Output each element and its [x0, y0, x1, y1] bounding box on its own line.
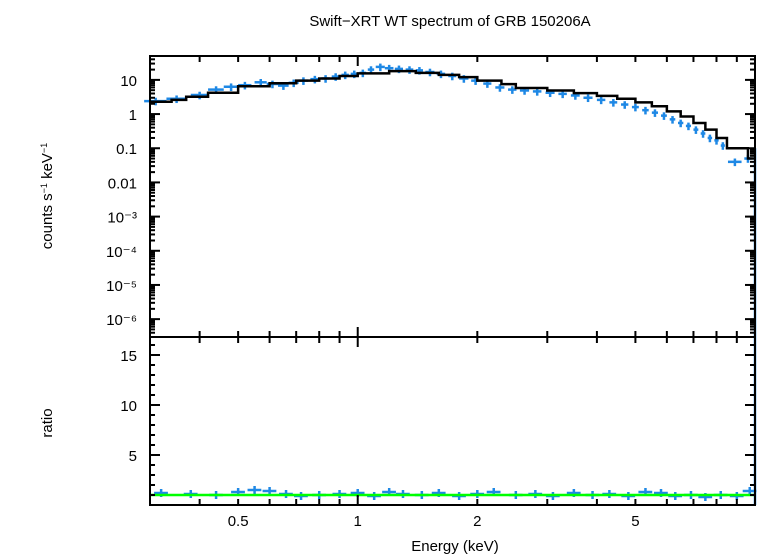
data-point: [661, 112, 667, 120]
data-point: [678, 119, 684, 128]
data-point: [669, 116, 676, 124]
y-tick-label: 10: [120, 73, 137, 90]
ratio-panel: [150, 148, 757, 505]
data-point: [720, 142, 725, 150]
data-point: [621, 101, 629, 109]
data-point: [642, 106, 649, 115]
y-tick-label: 10⁻³: [107, 210, 137, 227]
y-tick-label: 1: [129, 107, 137, 124]
y-tick-label: 0.01: [108, 175, 137, 192]
data-point: [631, 103, 639, 112]
y-axis-label-spectrum: counts s−1 keV−1: [39, 143, 56, 249]
data-point: [693, 126, 699, 134]
x-tick-label: 5: [631, 513, 639, 530]
y-tick-label: 10⁻⁴: [106, 244, 137, 261]
ratio-frame: [149, 336, 756, 506]
data-point: [223, 83, 239, 92]
data-point: [190, 91, 209, 100]
data-point: [558, 90, 567, 99]
data-point: [685, 122, 691, 131]
x-tick-label: 1: [354, 513, 362, 530]
x-tick-label: 2: [473, 513, 481, 530]
ratio-point: [262, 487, 277, 495]
data-point: [700, 130, 706, 138]
data-point: [583, 94, 593, 103]
data-point: [727, 158, 742, 167]
spectrum-panel: [144, 63, 755, 167]
data-point: [651, 109, 659, 117]
data-point: [532, 88, 542, 96]
y-tick-label: 10: [120, 398, 137, 415]
data-point: [508, 86, 517, 94]
x-tick-label: 0.5: [228, 513, 249, 530]
y-tick-label: 0.1: [116, 141, 137, 158]
data-point: [375, 63, 385, 72]
data-point: [707, 134, 713, 143]
data-point: [596, 96, 606, 105]
data-point: [609, 99, 618, 107]
data-point: [495, 84, 505, 92]
ratio-point: [247, 486, 262, 494]
y-axis-label-ratio: ratio: [39, 408, 56, 437]
y-tick-label: 10⁻⁶: [106, 312, 137, 329]
x-axis-label: Energy (keV): [411, 538, 499, 555]
spectrum-frame: [149, 55, 756, 338]
chart-title: Swift−XRT WT spectrum of GRB 150206A: [309, 13, 590, 30]
y-tick-label: 15: [120, 348, 137, 365]
y-tick-label: 5: [129, 448, 137, 465]
y-tick-label: 10⁻⁵: [106, 278, 137, 295]
model-step-line: [150, 69, 755, 160]
